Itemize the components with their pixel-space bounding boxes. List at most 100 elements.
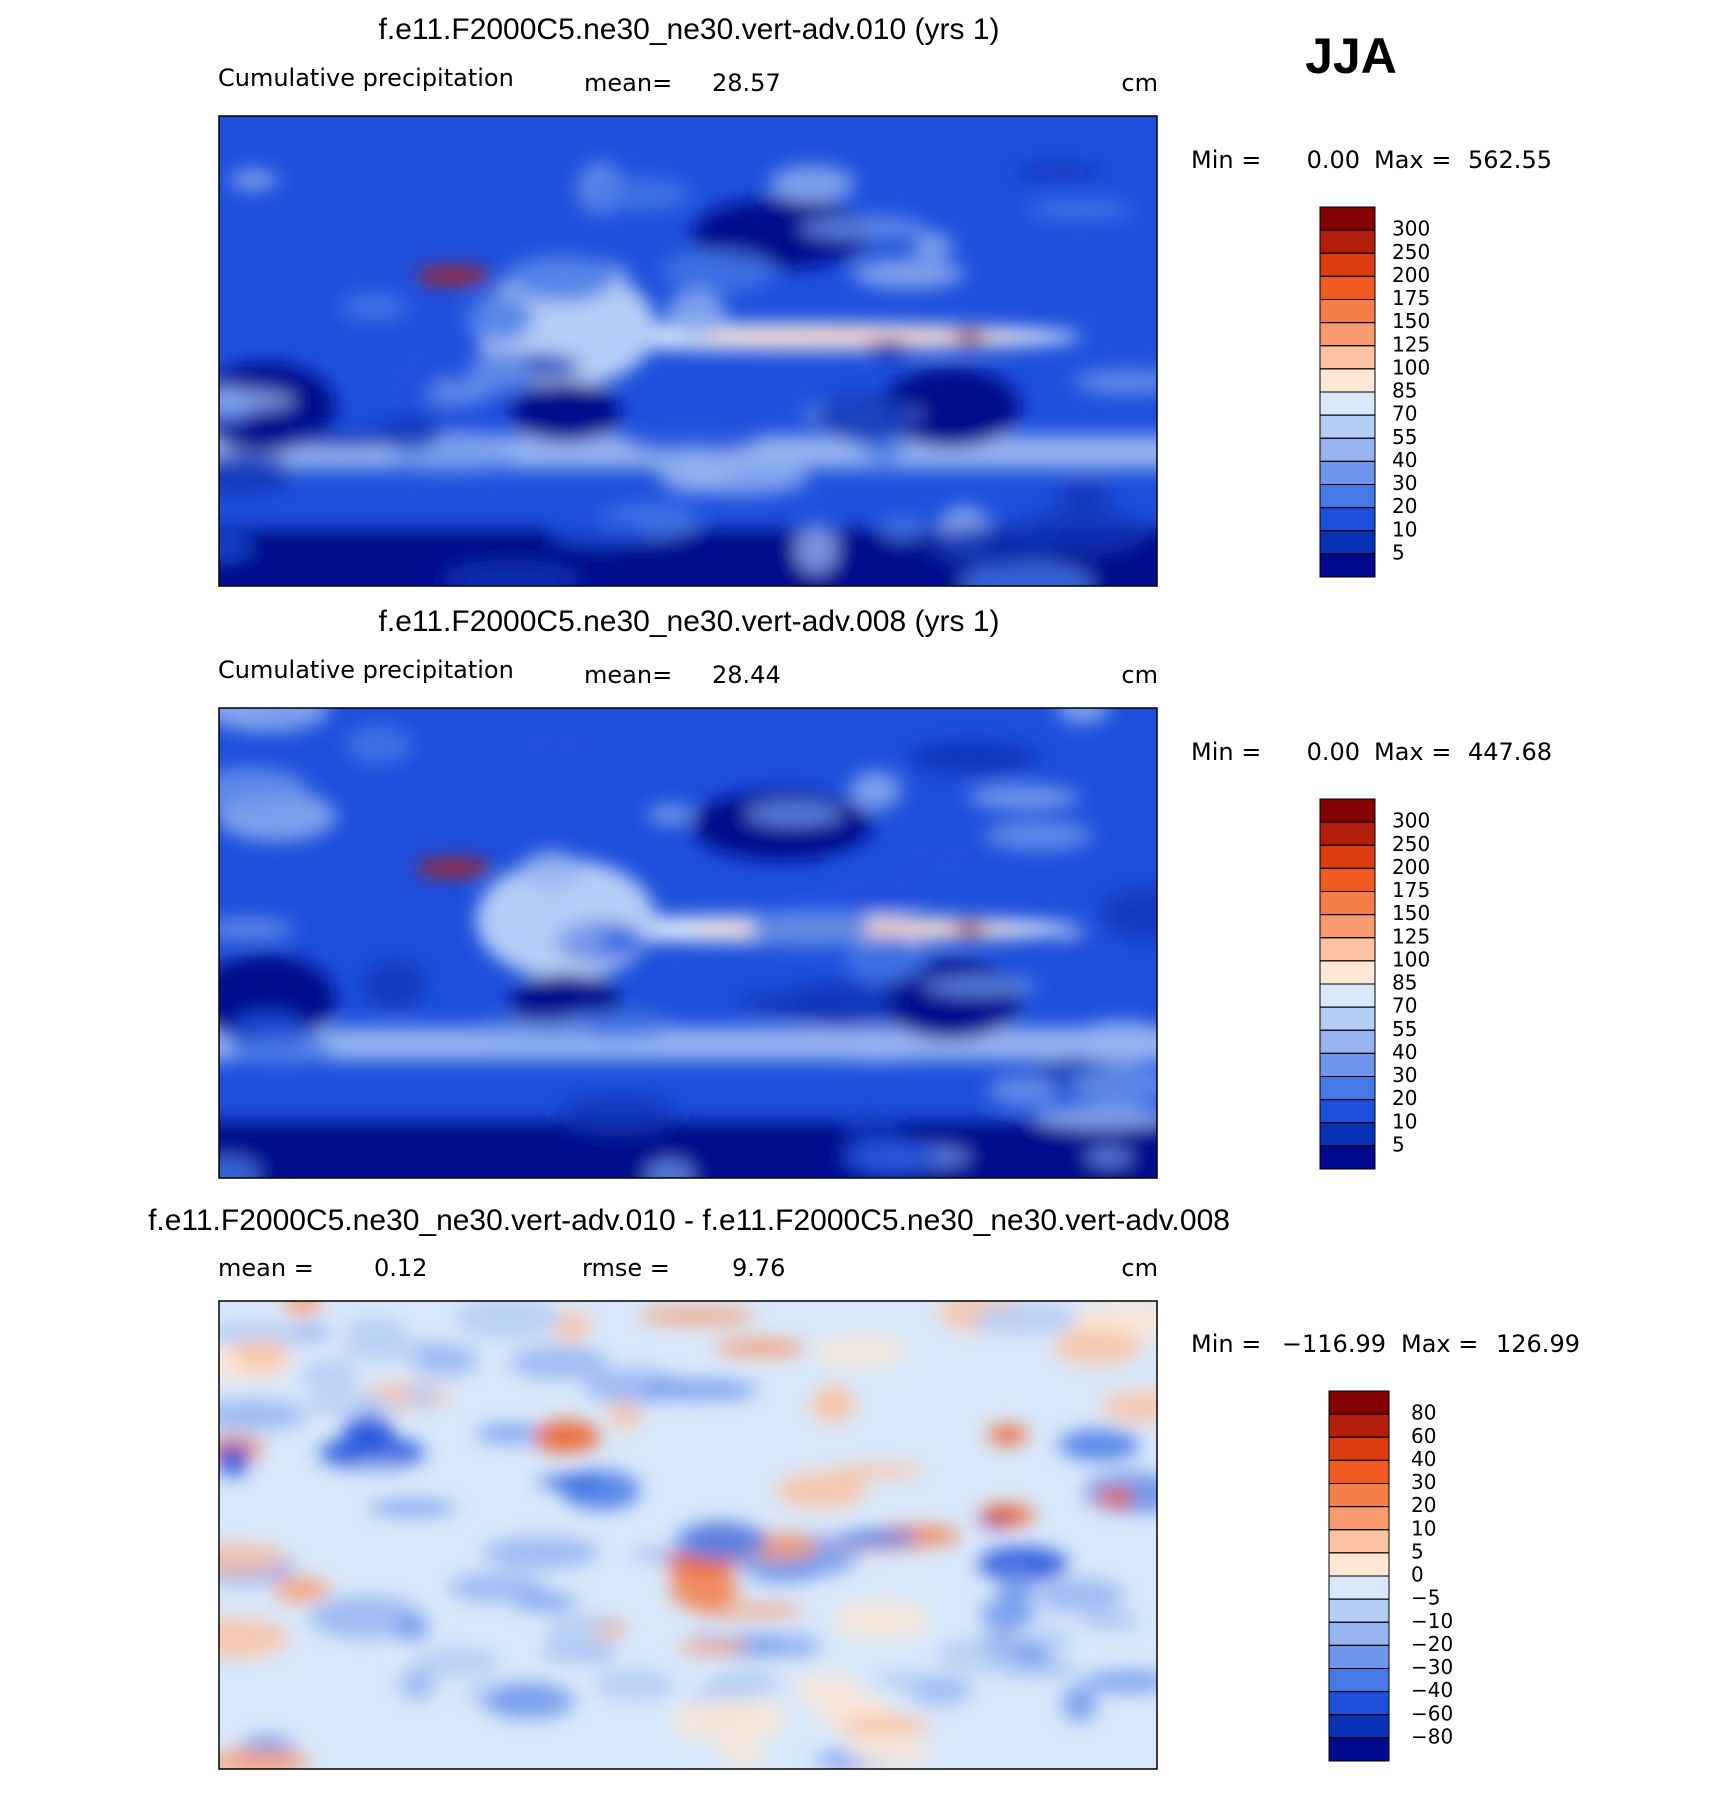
- field-blob: [552, 1309, 591, 1342]
- field-blob: [670, 1566, 738, 1610]
- field-blob: [392, 359, 438, 404]
- itcz-core: [688, 330, 1026, 343]
- field-blob: [1058, 478, 1111, 513]
- field-blob: [482, 1536, 600, 1570]
- field-blob: [531, 1420, 600, 1453]
- colorbar-swatch: [1328, 1598, 1390, 1623]
- field-blob: [219, 1542, 288, 1576]
- map-blobs: [219, 162, 1157, 586]
- field-blob: [295, 1323, 330, 1342]
- colorbar-swatch: [1319, 391, 1376, 416]
- field-blob: [987, 1425, 1028, 1445]
- field-blob: [219, 388, 296, 412]
- field-blob: [394, 1616, 430, 1641]
- colorbar-label: 30: [1392, 471, 1417, 495]
- colorbar-swatch: [1328, 1506, 1390, 1531]
- colorbar-swatch: [1319, 983, 1376, 1008]
- colorbar-swatch: [1319, 229, 1376, 254]
- field-blob: [475, 1424, 541, 1443]
- colorbar-label: 40: [1411, 1447, 1436, 1471]
- field-blob: [1034, 1577, 1126, 1613]
- field-blob: [814, 1336, 906, 1367]
- colorbar-label: 150: [1392, 309, 1430, 333]
- field-blob: [299, 1360, 360, 1393]
- max-value: 562.55: [1468, 146, 1552, 174]
- colombia: [953, 920, 986, 937]
- field-blob: [463, 292, 533, 343]
- field-blob: [748, 906, 870, 950]
- colorbar-label: 5: [1392, 540, 1405, 564]
- field-blob: [219, 1155, 261, 1178]
- colorbar-swatch: [1319, 798, 1376, 823]
- field-blob: [1028, 199, 1133, 221]
- map-frame: [218, 707, 1158, 1179]
- colorbar-swatch: [1319, 1099, 1376, 1124]
- mean-label: mean =: [218, 1254, 314, 1282]
- field-blob: [340, 292, 409, 322]
- map-field: [219, 1301, 1157, 1769]
- min-label: Min =: [1191, 146, 1261, 174]
- min-label: Min =: [1191, 1330, 1261, 1358]
- colorbar-swatch: [1319, 1076, 1376, 1101]
- field-blob: [847, 1734, 929, 1767]
- rmse-label: rmse =: [582, 1254, 670, 1282]
- colorbar-swatch: [1319, 867, 1376, 892]
- field-blob: [691, 1604, 805, 1618]
- colorbar-label: 10: [1392, 1109, 1417, 1133]
- field-blob: [828, 1463, 926, 1479]
- colorbar-label: 60: [1411, 1424, 1436, 1448]
- field-blob: [399, 1668, 436, 1701]
- field-blob: [555, 931, 609, 950]
- min-value: 0.00: [1307, 738, 1360, 766]
- colorbar-swatch: [1328, 1691, 1390, 1716]
- colombia: [953, 328, 986, 345]
- colorbar-swatch: [1319, 507, 1376, 532]
- field-blob: [441, 559, 582, 586]
- field-blob: [404, 1382, 439, 1410]
- rmse-value: 9.76: [732, 1254, 785, 1282]
- colorbar-label: 80: [1411, 1401, 1436, 1425]
- field-blob: [872, 1670, 940, 1689]
- min-value: −116.99: [1282, 1330, 1386, 1358]
- colorbar-swatch: [1319, 821, 1376, 846]
- colorbar-swatch: [1319, 368, 1376, 393]
- field-blob: [354, 1459, 406, 1474]
- field-blob: [415, 1647, 501, 1677]
- colorbar-swatch: [1328, 1483, 1390, 1508]
- field-blob: [1013, 163, 1103, 180]
- field-blob: [867, 340, 911, 361]
- colorbar-label: 175: [1392, 286, 1430, 310]
- map-blobs: [219, 708, 1157, 1178]
- field-blob: [828, 1043, 928, 1063]
- colorbar-label: −40: [1411, 1678, 1453, 1702]
- colorbar-swatch: [1328, 1668, 1390, 1693]
- field-blob: [584, 176, 692, 212]
- colorbar-swatch: [1319, 530, 1376, 555]
- field-blob: [923, 975, 1039, 997]
- field-blob: [219, 536, 254, 561]
- field-blob: [1096, 1487, 1136, 1508]
- field-blob: [448, 1572, 547, 1603]
- colorbar-swatch: [1319, 275, 1376, 300]
- colorbar-label: 125: [1392, 332, 1430, 356]
- field-blob: [745, 801, 844, 827]
- field-blob: [1068, 1066, 1157, 1103]
- field-blob: [1061, 935, 1114, 959]
- monsoon: [415, 267, 492, 284]
- map-field: [219, 708, 1157, 1178]
- colorbar-swatch: [1319, 322, 1376, 347]
- field-blob: [972, 1303, 1079, 1335]
- colorbar-label: 55: [1392, 425, 1417, 449]
- colorbar-swatch: [1319, 1029, 1376, 1054]
- colorbar-swatch: [1319, 1122, 1376, 1147]
- field-blob: [517, 721, 592, 770]
- field-blob: [715, 1338, 807, 1357]
- colorbar-swatch: [1319, 414, 1376, 439]
- field-blob: [639, 1379, 760, 1400]
- field-blob: [849, 771, 902, 810]
- colorbar-swatch: [1319, 891, 1376, 916]
- monsoon: [415, 859, 492, 876]
- field-blob: [984, 819, 1093, 851]
- field-blob: [912, 232, 954, 258]
